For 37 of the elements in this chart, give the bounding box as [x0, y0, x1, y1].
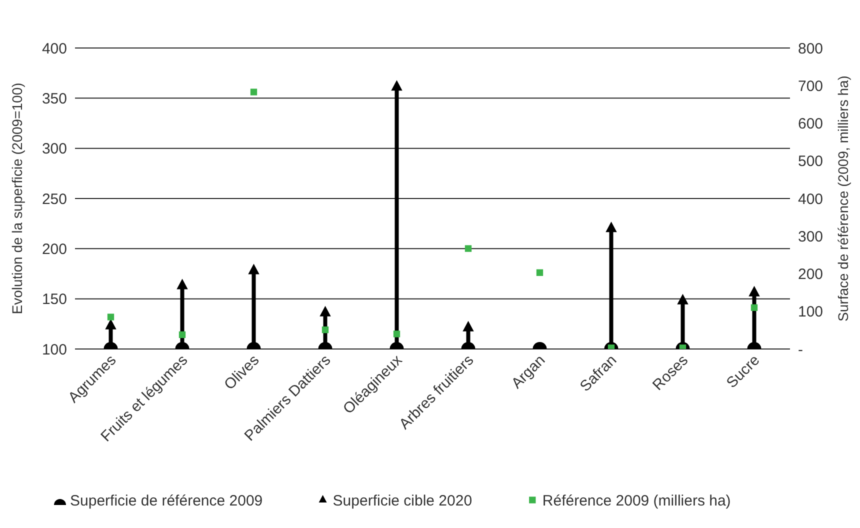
point [462, 320, 474, 332]
point [464, 245, 472, 252]
y-tick-label: 150 [42, 291, 67, 308]
y-tick-label: 250 [42, 190, 67, 208]
legend-label: Référence 2009 (milliers ha) [542, 492, 731, 510]
y-tick-label: 300 [42, 140, 67, 158]
y2-tick-label: - [798, 341, 803, 358]
y2-tick-label: 700 [798, 78, 824, 95]
y2-tick-label: 100 [798, 304, 824, 321]
y2-tick-label: 600 [798, 116, 824, 132]
point [107, 314, 114, 320]
point [748, 286, 760, 296]
point [105, 318, 116, 330]
point [677, 294, 688, 304]
y-tick-label: 100 [42, 341, 67, 358]
y-tick-label: 400 [42, 40, 67, 58]
point [250, 88, 258, 96]
point [320, 306, 331, 316]
point [750, 304, 758, 311]
y-tick-label: 200 [42, 240, 67, 258]
point [393, 330, 400, 338]
y2-tick-label: 200 [798, 266, 824, 283]
point [248, 264, 260, 274]
y2-tick-label: 800 [798, 40, 824, 58]
point [322, 326, 329, 334]
point [606, 222, 617, 232]
point [176, 278, 188, 290]
y-axis-title: Evolution de la superficie (2009=100) [9, 82, 25, 314]
y2-tick-label: 300 [798, 228, 824, 246]
point [536, 269, 544, 276]
legend-label: Superficie cible 2020 [332, 492, 472, 510]
legend-label: Superficie de référence 2009 [70, 492, 263, 510]
y2-axis-title: Surface de référence (2009, milliers ha) [835, 76, 851, 322]
y2-tick-label: 400 [798, 190, 824, 208]
y2-tick-label: 500 [798, 153, 824, 170]
point [178, 331, 186, 338]
y-tick-label: 350 [42, 90, 67, 108]
